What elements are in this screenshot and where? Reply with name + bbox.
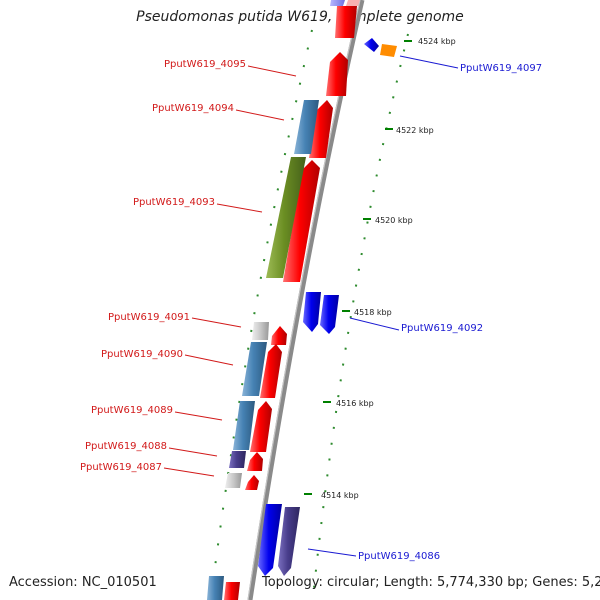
gene-label-4087[interactable]: PputW619_4087	[80, 462, 162, 473]
gene-arrow-4090	[260, 344, 282, 398]
gene-arrow-4086a	[258, 504, 282, 576]
gene-arrow-4093	[283, 160, 320, 282]
gene-block-4097-left	[335, 6, 357, 38]
gene-label-4093[interactable]: PputW619_4093	[133, 197, 215, 208]
gene-arrow-4088	[247, 452, 263, 471]
reverse-strand-genes	[258, 38, 397, 576]
map-title: Pseudomonas putida W619, complete genome	[136, 9, 464, 25]
tick-label-4520: 4520 kbp	[375, 216, 413, 225]
gene-label-4091[interactable]: PputW619_4091	[108, 312, 190, 323]
gene-labels: PputW619_4097 PputW619_4095 PputW619_409…	[80, 59, 542, 562]
inner-track-genes	[207, 100, 319, 600]
tick-label-4514: 4514 kbp	[321, 491, 359, 500]
gene-label-4095[interactable]: PputW619_4095	[164, 59, 246, 70]
tick-ring-outer	[313, 33, 409, 589]
gene-arrow-4095	[326, 52, 348, 96]
gene-steelblue-4090	[242, 342, 267, 396]
major-tick-marks	[304, 40, 412, 495]
gene-label-4097[interactable]: PputW619_4097	[460, 63, 542, 74]
gene-steelblue-4089	[233, 401, 255, 450]
gene-steelblue-bottom	[207, 576, 224, 600]
gene-arrow-4092a	[303, 292, 321, 332]
gene-orange-4097	[380, 44, 397, 57]
gene-arrow-4094	[309, 100, 333, 158]
gene-steelblue-4094	[294, 100, 319, 154]
tick-label-4524: 4524 kbp	[418, 37, 456, 46]
genome-summary-text: Topology: circular; Length: 5,774,330 bp…	[262, 575, 600, 590]
gene-label-4092[interactable]: PputW619_4092	[401, 323, 483, 334]
gene-grey-4087	[225, 473, 242, 488]
accession-text: Accession: NC_010501	[9, 575, 157, 590]
gene-arrow-4087	[245, 475, 259, 490]
gene-olive-4093	[266, 157, 306, 278]
gene-grey-4091	[252, 322, 269, 340]
gene-arrow-4092b	[320, 295, 339, 334]
label-leader-lines	[163, 55, 459, 557]
gene-arrow-4089	[250, 401, 272, 452]
gene-arrow-4097	[364, 38, 379, 52]
gene-arrow-4086b	[278, 507, 300, 576]
gene-label-4089[interactable]: PputW619_4089	[91, 405, 173, 416]
gene-label-4094[interactable]: PputW619_4094	[152, 103, 234, 114]
tick-label-4522: 4522 kbp	[396, 126, 434, 135]
tick-label-4516: 4516 kbp	[336, 399, 374, 408]
gene-arrow-4091	[271, 326, 287, 345]
gene-block-bottom-red	[224, 582, 240, 600]
forward-strand-genes	[224, 6, 357, 600]
gene-faded-top	[330, 0, 360, 6]
tick-label-4518: 4518 kbp	[354, 308, 392, 317]
gene-label-4086[interactable]: PputW619_4086	[358, 551, 440, 562]
gene-purple-4088	[229, 451, 246, 468]
gene-label-4090[interactable]: PputW619_4090	[101, 349, 183, 360]
gene-label-4088[interactable]: PputW619_4088	[85, 441, 167, 452]
